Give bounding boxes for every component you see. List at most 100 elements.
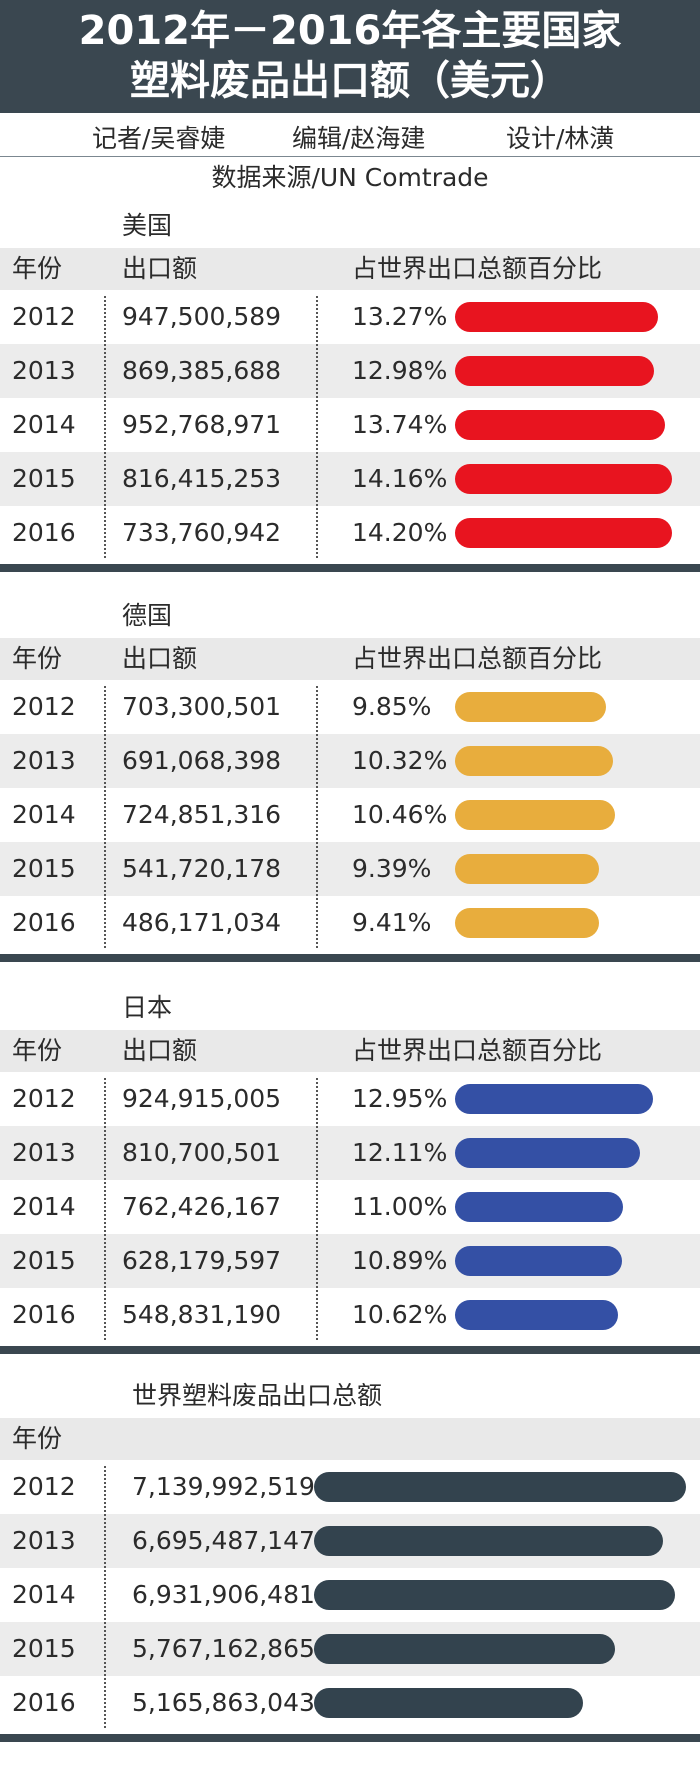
column-header-row: 年份 出口额 占世界出口总额百分比	[0, 1030, 700, 1072]
year-cell: 2012	[12, 302, 76, 331]
column-separator	[104, 686, 106, 948]
year-cell: 2013	[12, 1526, 76, 1555]
value-bar	[455, 1300, 618, 1330]
column-separator	[316, 1078, 318, 1340]
table-row: 2016 733,760,942 14.20%	[0, 506, 700, 560]
share-column-header: 占世界出口总额百分比	[352, 644, 603, 673]
column-header-row: 年份 出口额 占世界出口总额百分比	[0, 248, 700, 290]
section-title: 美国	[122, 211, 173, 240]
share-cell: 12.98%	[352, 356, 448, 385]
table-section-japan: 日本 年份 出口额 占世界出口总额百分比 2012 924,915,005 12.95% 20…	[0, 988, 700, 1354]
value-bar	[314, 1580, 676, 1610]
value-bar	[455, 800, 615, 830]
share-cell: 12.11%	[352, 1138, 448, 1167]
amount-cell: 724,851,316	[122, 800, 282, 829]
section-divider	[0, 564, 700, 572]
year-cell: 2014	[12, 1580, 76, 1609]
amount-cell: 703,300,501	[122, 692, 282, 721]
year-cell: 2014	[12, 1192, 76, 1221]
year-cell: 2016	[12, 1300, 76, 1329]
table-section-world: 世界塑料废品出口总额年份 2012 7,139,992,519 2013 6,695,4…	[0, 1376, 700, 1742]
value-bar	[314, 1472, 686, 1502]
table-row: 2014 724,851,316 10.46%	[0, 788, 700, 842]
value-bar	[455, 746, 613, 776]
amount-cell: 869,385,688	[122, 356, 282, 385]
share-cell: 9.41%	[352, 908, 432, 937]
year-cell: 2015	[12, 854, 76, 883]
amount-cell: 6,695,487,147	[132, 1526, 315, 1555]
amount-cell: 6,931,906,481	[132, 1580, 315, 1609]
share-cell: 12.95%	[352, 1084, 448, 1113]
share-cell: 14.16%	[352, 464, 448, 493]
credits: 记者/吴睿婕 编辑/赵海建 设计/林潢	[0, 120, 700, 160]
year-cell: 2014	[12, 410, 76, 439]
table-row: 2013 869,385,688 12.98%	[0, 344, 700, 398]
amount-cell: 733,760,942	[122, 518, 282, 547]
year-column-header: 年份	[12, 1424, 63, 1453]
section-title: 德国	[122, 601, 173, 630]
share-column-header: 占世界出口总额百分比	[352, 1036, 603, 1065]
year-cell: 2012	[12, 692, 76, 721]
table-row: 2016 5,165,863,043	[0, 1676, 700, 1730]
amount-cell: 7,139,992,519	[132, 1472, 315, 1501]
amount-cell: 810,700,501	[122, 1138, 282, 1167]
value-bar	[314, 1634, 615, 1664]
year-cell: 2012	[12, 1084, 76, 1113]
amount-cell: 628,179,597	[122, 1246, 282, 1275]
section-divider	[0, 954, 700, 962]
share-cell: 11.00%	[352, 1192, 448, 1221]
data-source: 数据来源/UN Comtrade	[211, 163, 489, 192]
amount-cell: 947,500,589	[122, 302, 282, 331]
value-bar	[455, 302, 658, 332]
reporter-credit: 记者/吴睿婕	[92, 124, 226, 153]
amount-cell: 541,720,178	[122, 854, 282, 883]
table-row: 2012 924,915,005 12.95%	[0, 1072, 700, 1126]
table-row: 2015 5,767,162,865	[0, 1622, 700, 1676]
year-cell: 2016	[12, 1688, 76, 1717]
year-column-header: 年份	[12, 1036, 63, 1065]
amount-cell: 691,068,398	[122, 746, 282, 775]
amount-column-header: 出口额	[122, 254, 198, 283]
share-cell: 10.46%	[352, 800, 448, 829]
column-separator	[316, 296, 318, 558]
year-cell: 2016	[12, 908, 76, 937]
table-row: 2016 486,171,034 9.41%	[0, 896, 700, 950]
table-row: 2012 947,500,589 13.27%	[0, 290, 700, 344]
editor-credit: 编辑/赵海建	[292, 124, 426, 153]
table-row: 2014 6,931,906,481	[0, 1568, 700, 1622]
value-bar	[455, 356, 654, 386]
table-row: 2014 762,426,167 11.00%	[0, 1180, 700, 1234]
table-row: 2014 952,768,971 13.74%	[0, 398, 700, 452]
value-bar	[455, 1192, 624, 1222]
value-bar	[455, 1084, 654, 1114]
amount-column-header: 出口额	[122, 1036, 198, 1065]
table-row: 2015 628,179,597 10.89%	[0, 1234, 700, 1288]
value-bar	[455, 464, 672, 494]
amount-cell: 5,165,863,043	[132, 1688, 315, 1717]
section-title: 世界塑料废品出口总额	[132, 1381, 383, 1410]
designer-credit: 设计/林潢	[506, 124, 615, 153]
amount-cell: 548,831,190	[122, 1300, 282, 1329]
value-bar	[455, 908, 599, 938]
value-bar	[314, 1688, 584, 1718]
section-divider	[0, 1346, 700, 1354]
table-row: 2012 703,300,501 9.85%	[0, 680, 700, 734]
value-bar	[455, 518, 673, 548]
year-cell: 2014	[12, 800, 76, 829]
column-separator	[104, 296, 106, 558]
share-cell: 14.20%	[352, 518, 448, 547]
share-cell: 13.27%	[352, 302, 448, 331]
year-cell: 2013	[12, 1138, 76, 1167]
year-cell: 2015	[12, 464, 76, 493]
value-bar	[455, 1138, 641, 1168]
amount-cell: 816,415,253	[122, 464, 282, 493]
value-bar	[455, 410, 666, 440]
amount-cell: 5,767,162,865	[132, 1634, 315, 1663]
value-bar	[455, 1246, 622, 1276]
amount-cell: 762,426,167	[122, 1192, 282, 1221]
share-cell: 13.74%	[352, 410, 448, 439]
share-cell: 9.39%	[352, 854, 432, 883]
year-column-header: 年份	[12, 254, 63, 283]
table-row: 2012 7,139,992,519	[0, 1460, 700, 1514]
table-row: 2016 548,831,190 10.62%	[0, 1288, 700, 1342]
